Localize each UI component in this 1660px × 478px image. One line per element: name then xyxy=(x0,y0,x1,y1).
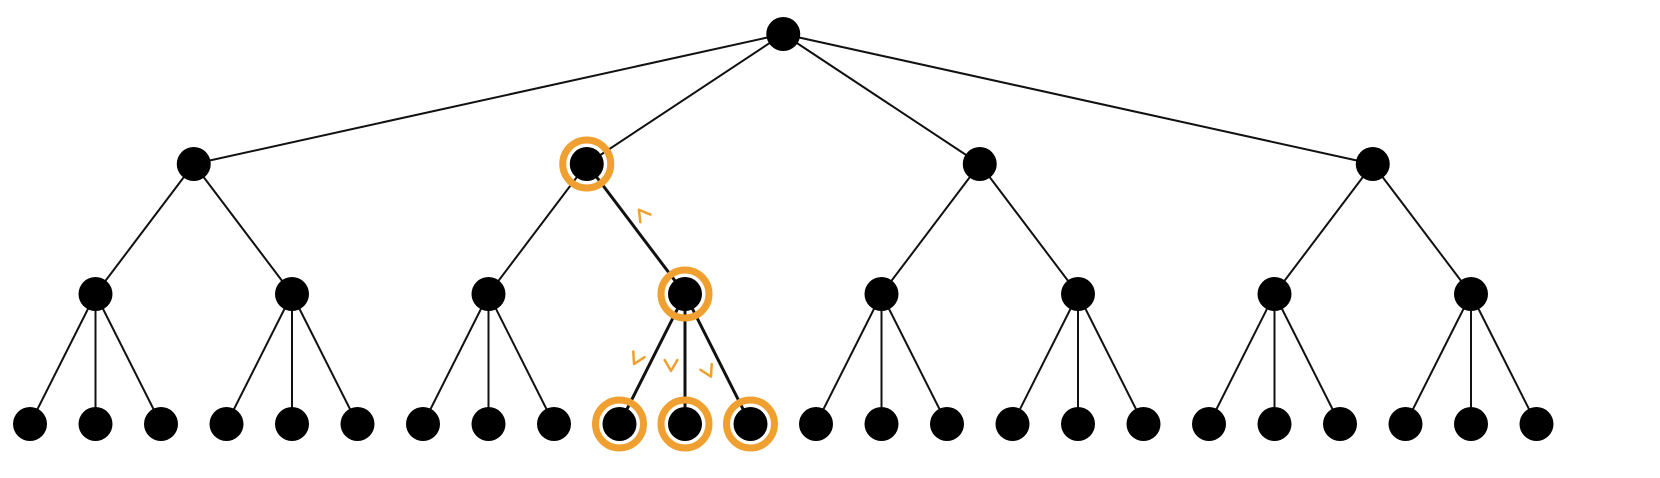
tree-edge xyxy=(1273,293,1341,425)
tree-edge xyxy=(1208,293,1276,425)
tree-edge xyxy=(487,293,555,425)
leaf-node xyxy=(799,407,833,441)
leaf-node xyxy=(1323,407,1357,441)
tree-edge xyxy=(225,293,293,425)
arrow-icon xyxy=(632,350,646,366)
tree-edge xyxy=(880,293,948,425)
tree-node xyxy=(78,277,113,311)
tree-edge xyxy=(29,293,97,425)
leaf-node xyxy=(209,407,244,441)
tree-edge xyxy=(94,293,162,425)
leaf-node xyxy=(1454,407,1488,441)
leaf-node xyxy=(733,407,768,441)
arrow-icon xyxy=(699,362,713,378)
arrow-icon xyxy=(637,208,652,224)
tree-node xyxy=(668,277,702,311)
leaf-node xyxy=(1519,407,1554,441)
tree-edge xyxy=(586,33,784,165)
highlight-ring xyxy=(559,136,615,192)
leaf-node xyxy=(340,407,375,441)
tree-edge xyxy=(782,33,981,165)
highlight-ring xyxy=(723,396,778,452)
highlight-ring xyxy=(592,396,647,452)
arrow-icon xyxy=(663,358,679,373)
tree-node xyxy=(1257,277,1292,311)
tree-edge xyxy=(94,163,195,295)
leaf-node xyxy=(1126,407,1161,441)
tree-edge xyxy=(880,163,981,295)
traversal-arrows xyxy=(632,208,713,378)
tree-edge xyxy=(978,163,1079,295)
highlight-halos xyxy=(559,136,778,452)
leaf-node xyxy=(13,407,47,441)
leaf-node xyxy=(537,407,571,441)
tree-edge xyxy=(192,163,293,295)
leaf-node xyxy=(406,407,440,441)
tree-edge xyxy=(291,293,359,425)
tree-edge xyxy=(1011,293,1079,425)
leaf-node xyxy=(864,407,899,441)
leaf-node xyxy=(602,407,637,441)
tree-edge xyxy=(1371,163,1472,295)
highlight-ring xyxy=(657,266,713,322)
tree-edge xyxy=(1077,293,1145,425)
leaf-node xyxy=(275,407,309,441)
tree-edge xyxy=(422,293,490,425)
tree-edge xyxy=(815,293,883,425)
tree-edge xyxy=(1470,293,1538,425)
root-node xyxy=(766,17,801,51)
tree-node xyxy=(1061,277,1095,311)
highlight-ring xyxy=(657,396,713,452)
leaf-node xyxy=(930,407,964,441)
leaf-node xyxy=(1257,407,1292,441)
leaf-node xyxy=(1061,407,1095,441)
tree-node xyxy=(864,277,899,311)
tree-node xyxy=(569,147,604,181)
tree-node xyxy=(1454,277,1488,311)
tree-node xyxy=(176,147,211,181)
leaf-node xyxy=(995,407,1030,441)
tree-edge xyxy=(1404,293,1472,425)
leaf-node xyxy=(78,407,113,441)
tree-edge xyxy=(1273,163,1374,295)
leaf-node xyxy=(668,407,702,441)
tree-edge xyxy=(783,33,1373,165)
tree-node xyxy=(1355,147,1390,181)
tree-edges xyxy=(29,33,1538,425)
tree-node xyxy=(471,277,506,311)
leaf-node xyxy=(144,407,178,441)
leaf-node xyxy=(1192,407,1226,441)
tree-node xyxy=(962,147,997,181)
leaf-node xyxy=(1388,407,1423,441)
tree-nodes xyxy=(13,17,1554,441)
tree-node xyxy=(275,277,309,311)
tree-edge xyxy=(193,33,784,165)
leaf-node xyxy=(471,407,506,441)
